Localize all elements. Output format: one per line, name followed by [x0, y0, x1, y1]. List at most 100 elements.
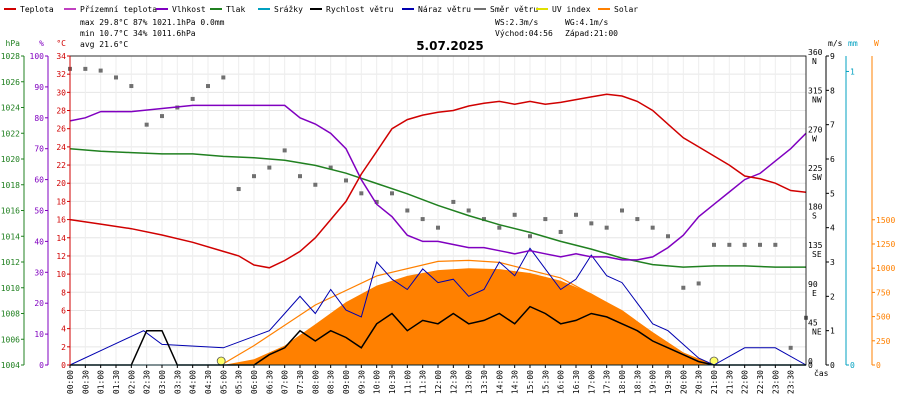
wind-direction-point	[650, 225, 655, 230]
x-tick-label: 09:00	[342, 370, 351, 394]
stats-max: max 29.8°C 87% 1021.1hPa 0.0mm	[80, 18, 225, 27]
x-tick-label: 20:00	[679, 370, 688, 394]
x-tick-label: 21:00	[710, 370, 719, 394]
temperature-tick-label: 12	[56, 252, 66, 261]
wind-speed-tick-label: 3	[830, 258, 835, 267]
legend-item: Vlhkost	[172, 5, 206, 14]
stats-min: min 10.7°C 34% 1011.6hPa	[80, 29, 196, 38]
x-tick-label: 10:30	[388, 370, 397, 394]
wind-direction-point	[451, 199, 456, 204]
wind-speed-tick-label: 1	[830, 327, 835, 336]
x-tick-label: 00:00	[66, 370, 75, 394]
wind-direction-point	[482, 217, 486, 222]
temperature-tick-label: 16	[56, 216, 66, 225]
legend-item: Přízemní teplota	[80, 5, 157, 14]
solar-tick-label: 1250	[876, 240, 895, 249]
wind-speed-tick-label: 4	[830, 224, 835, 233]
humidity-tick-label: 50	[34, 207, 44, 216]
wind-direction-point	[727, 242, 732, 247]
x-tick-label: 17:30	[603, 370, 612, 394]
wind-direction-point	[712, 242, 716, 247]
wind-direction-point	[83, 66, 88, 71]
wind-direction-point	[359, 191, 364, 196]
temperature-tick-label: 6	[61, 306, 66, 315]
x-tick-label: 00:30	[81, 370, 90, 394]
direction-tick-label: 180	[808, 203, 823, 212]
chart-axes: hPa1028102610241022102010181016101410121…	[1, 39, 896, 394]
solar-tick-label: 0	[876, 361, 881, 370]
x-tick-label: 08:30	[327, 370, 336, 394]
rain-axis-title: mm	[848, 39, 858, 48]
direction-tick-label: 135	[808, 241, 823, 250]
pressure-tick-label: 1024	[1, 104, 20, 113]
legend-item: Srážky	[274, 5, 303, 14]
wind-direction-point	[344, 178, 348, 183]
wind-direction-point	[190, 96, 195, 101]
wind-direction-point	[282, 148, 287, 153]
x-tick-label: 19:30	[664, 370, 673, 394]
wind-speed-tick-label: 5	[830, 189, 835, 198]
x-tick-label: 16:30	[572, 370, 581, 394]
x-tick-label: 18:30	[633, 370, 642, 394]
humidity-tick-label: 20	[34, 299, 44, 308]
temperature-tick-label: 8	[61, 288, 66, 297]
direction-tick-label: 45	[808, 318, 818, 327]
legend-item: Tlak	[226, 5, 245, 14]
solar-tick-label: 1500	[876, 216, 895, 225]
direction-tick-label: 225	[808, 164, 823, 173]
wind-direction-point	[528, 234, 532, 239]
pressure-line	[69, 147, 806, 268]
x-tick-label: 23:30	[787, 370, 796, 394]
wind-speed-tick-label: 0	[830, 361, 835, 370]
wind-direction-point	[405, 208, 410, 213]
pressure-tick-label: 1010	[1, 284, 20, 293]
wind-direction-point	[144, 122, 149, 127]
humidity-tick-label: 90	[34, 83, 44, 92]
wind-direction-point	[436, 225, 440, 230]
legend-item: Náraz větru	[418, 5, 471, 14]
solar-tick-label: 500	[876, 313, 891, 322]
pressure-axis-title: hPa	[6, 39, 21, 48]
wind-direction-point	[696, 281, 701, 286]
x-tick-label: 01:30	[112, 370, 121, 394]
wind-speed-tick-label: 7	[830, 121, 835, 130]
wind-speed-axis-title: m/s	[828, 39, 843, 48]
x-tick-label: 12:00	[434, 370, 443, 394]
wind-direction-point	[742, 242, 747, 247]
humidity-tick-label: 100	[30, 52, 45, 61]
wind-direction-point	[666, 234, 670, 239]
stats-avg: avg 21.6°C	[80, 40, 128, 49]
wind-direction-point	[543, 217, 548, 222]
legend-item: Směr větru	[490, 5, 538, 14]
wind-direction-point	[206, 84, 210, 89]
humidity-tick-label: 60	[34, 176, 44, 185]
wind-direction-point	[252, 174, 256, 179]
humidity-line	[69, 104, 807, 261]
x-tick-label: 21:30	[725, 370, 734, 394]
chart-stats: max 29.8°C 87% 1021.1hPa 0.0mm min 10.7°…	[80, 18, 618, 53]
direction-compass-label: SW	[812, 173, 822, 182]
wind-direction-point	[267, 165, 272, 170]
wind-speed-tick-label: 9	[830, 52, 835, 61]
pressure-tick-label: 1004	[1, 361, 20, 370]
temperature-tick-label: 34	[56, 52, 66, 61]
x-tick-label: 05:00	[219, 370, 228, 394]
legend-item: UV index	[552, 5, 591, 14]
legend-item: Solar	[614, 5, 638, 14]
solar-tick-label: 1000	[876, 264, 895, 273]
chart-legend: Teplota Přízemní teplota Vlhkost Tlak Srážky…	[4, 5, 638, 14]
wind-direction-point	[497, 225, 502, 230]
direction-compass-label: W	[812, 134, 817, 143]
pressure-tick-label: 1012	[1, 258, 20, 267]
pressure-tick-label: 1008	[1, 310, 20, 319]
temperature-tick-label: 2	[61, 343, 66, 352]
legend-item: Rychlost větru	[326, 5, 394, 14]
wind-direction-point	[681, 285, 686, 290]
wind-speed-tick-label: 8	[830, 86, 835, 95]
humidity-tick-label: 0	[39, 361, 44, 370]
direction-compass-label: E	[812, 289, 817, 298]
solar-theoretical-line	[220, 259, 715, 366]
wind-direction-point	[221, 75, 226, 80]
x-tick-label: 06:30	[265, 370, 274, 394]
